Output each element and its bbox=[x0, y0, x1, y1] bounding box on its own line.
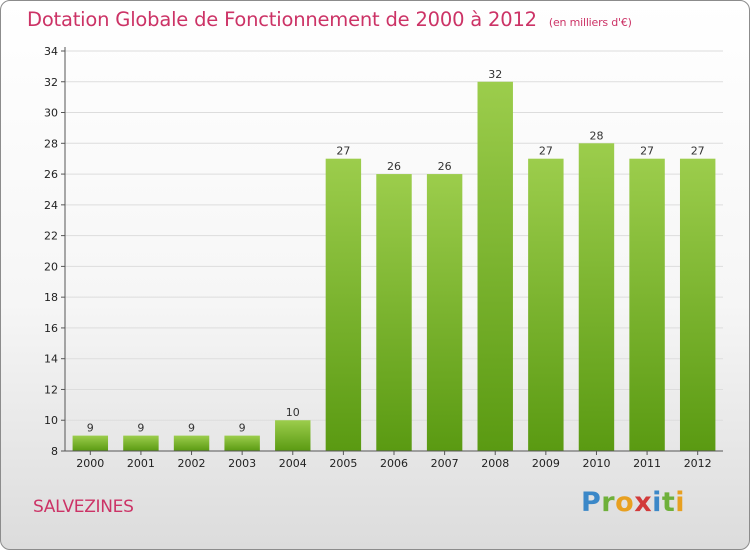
chart-unit: (en milliers d'€) bbox=[548, 16, 632, 29]
bar bbox=[123, 435, 159, 451]
bar bbox=[224, 435, 260, 451]
data-label: 26 bbox=[387, 160, 401, 173]
y-tick-label: 26 bbox=[44, 168, 58, 181]
data-label: 9 bbox=[137, 422, 144, 435]
x-tick-label: 2001 bbox=[127, 457, 155, 470]
commune-name: SALVEZINES bbox=[33, 497, 134, 517]
bar bbox=[376, 174, 412, 452]
x-tick-label: 2005 bbox=[329, 457, 357, 470]
data-labels: 9 9 9 9 10 27 26 26 32 27 28 27 27 bbox=[87, 68, 705, 435]
logo-letter: P bbox=[581, 487, 602, 518]
y-tick-label: 10 bbox=[44, 414, 58, 427]
y-tick-label: 30 bbox=[44, 107, 58, 120]
y-tick-label: 22 bbox=[44, 230, 58, 243]
x-tick-label: 2002 bbox=[178, 457, 206, 470]
bar bbox=[275, 420, 311, 451]
chart-title-text: Dotation Globale de Fonctionnement de 20… bbox=[27, 8, 537, 31]
data-label: 9 bbox=[87, 422, 94, 435]
data-label: 27 bbox=[539, 145, 553, 158]
logo-letter: o bbox=[615, 487, 635, 518]
y-tick-label: 16 bbox=[44, 322, 58, 335]
x-tick-label: 2011 bbox=[633, 457, 661, 470]
data-label: 26 bbox=[438, 160, 452, 173]
data-label: 28 bbox=[589, 129, 603, 142]
x-tick-label: 2007 bbox=[431, 457, 459, 470]
chart-title: Dotation Globale de Fonctionnement de 20… bbox=[27, 8, 632, 31]
y-tick-label: 12 bbox=[44, 383, 58, 396]
data-label: 27 bbox=[336, 145, 350, 158]
x-tick-label: 2004 bbox=[279, 457, 307, 470]
x-tick-label: 2006 bbox=[380, 457, 408, 470]
bar bbox=[426, 174, 463, 452]
logo-letter: t bbox=[661, 487, 676, 518]
logo-letter: x bbox=[634, 487, 653, 518]
y-tick-label: 8 bbox=[51, 445, 58, 458]
bar bbox=[679, 158, 716, 451]
y-tick-label: 34 bbox=[44, 45, 58, 58]
bar bbox=[325, 158, 362, 451]
data-label: 27 bbox=[640, 145, 654, 158]
data-label: 10 bbox=[286, 406, 300, 419]
x-tick-label: 2000 bbox=[76, 457, 104, 470]
bar bbox=[629, 158, 665, 451]
bars bbox=[72, 81, 716, 452]
data-label: 9 bbox=[188, 422, 195, 435]
x-tick-label: 2010 bbox=[582, 457, 610, 470]
x-tick-label: 2009 bbox=[532, 457, 560, 470]
bar bbox=[477, 81, 513, 452]
logo-letter: r bbox=[601, 487, 616, 518]
data-label: 32 bbox=[488, 68, 502, 81]
logo-letter: i bbox=[675, 487, 686, 518]
data-label: 27 bbox=[691, 145, 705, 158]
data-label: 9 bbox=[239, 422, 246, 435]
x-tick-label: 2008 bbox=[481, 457, 509, 470]
bar bbox=[173, 435, 210, 451]
bar bbox=[578, 143, 615, 452]
y-tick-label: 14 bbox=[44, 353, 58, 366]
x-tick-label: 2003 bbox=[228, 457, 256, 470]
bar bbox=[528, 158, 564, 451]
bar bbox=[72, 435, 109, 451]
logo-letter: i bbox=[652, 487, 662, 518]
y-tick-label: 32 bbox=[44, 76, 58, 89]
axes: 8 10 12 14 16 18 20 22 24 26 28 30 32 34 2000 2001 2002 2… bbox=[44, 45, 723, 470]
y-tick-label: 24 bbox=[44, 199, 58, 212]
x-tick-label: 2012 bbox=[684, 457, 712, 470]
y-tick-label: 28 bbox=[44, 137, 58, 150]
proxiti-logo[interactable]: Proxiti bbox=[581, 487, 685, 518]
y-tick-label: 20 bbox=[44, 260, 58, 273]
y-tick-label: 18 bbox=[44, 291, 58, 304]
